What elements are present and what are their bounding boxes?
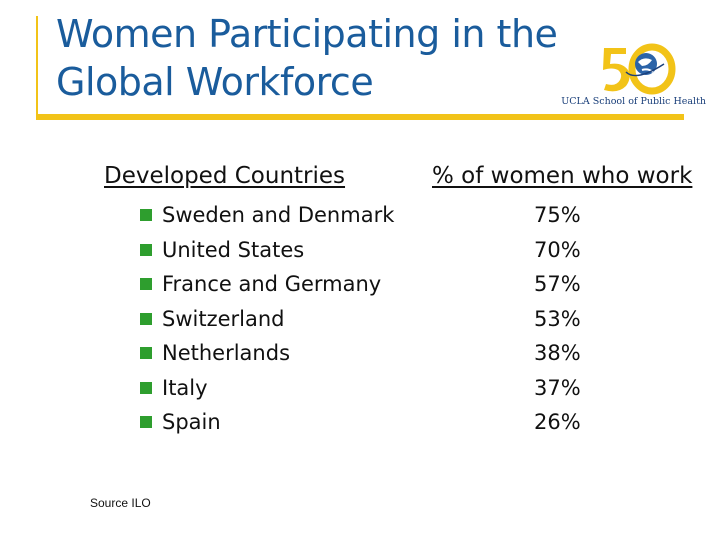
square-bullet-icon [140,209,152,222]
list-item: United States [140,233,394,268]
square-bullet-icon [140,312,152,325]
title-accent-vertical [36,16,38,116]
country-label: Spain [162,410,221,434]
percent-value: 26% [534,410,581,434]
list-item: Spain [140,405,394,440]
list-item: Netherlands [140,336,394,371]
ucla-logo: UCLA School of Public Health [556,42,706,112]
list-item: Switzerland [140,302,394,337]
percent-value: 57% [534,272,581,296]
country-label: United States [162,237,305,262]
percent-heading: % of women who work [432,163,693,189]
logo-wordmark: UCLA School of Public Health [561,96,706,107]
list-item: Sweden and Denmark [140,198,394,233]
list-item: France and Germany [140,267,394,302]
title-line-2: Global Workforce [56,60,374,104]
percent-value: 53% [534,306,581,331]
developed-countries-heading: Developed Countries [104,163,346,189]
country-label: Netherlands [162,341,291,365]
percent-value: 75% [534,203,581,227]
title-line-1: Women Participating in the [56,12,558,56]
country-label: France and Germany [162,272,382,296]
source-note: Source ILO [90,496,151,510]
country-label: Sweden and Denmark [162,203,395,227]
country-label: Italy [162,375,208,400]
square-bullet-icon [140,416,152,429]
square-bullet-icon [140,347,152,360]
ucla-50-logo-icon [603,43,676,95]
percent-value: 37% [534,375,581,400]
title-accent-rule [36,114,684,120]
square-bullet-icon [140,381,152,394]
list-item: Italy [140,371,394,406]
percent-list: 75% 70% 57% 53% 38% 37% 26% [534,198,581,440]
percent-value: 70% [534,237,581,262]
square-bullet-icon [140,243,152,256]
slide-title: Women Participating in the Global Workfo… [56,10,596,106]
country-label: Switzerland [162,306,285,331]
square-bullet-icon [140,278,152,291]
country-list: Sweden and Denmark United States France … [140,198,394,440]
percent-value: 38% [534,341,581,365]
